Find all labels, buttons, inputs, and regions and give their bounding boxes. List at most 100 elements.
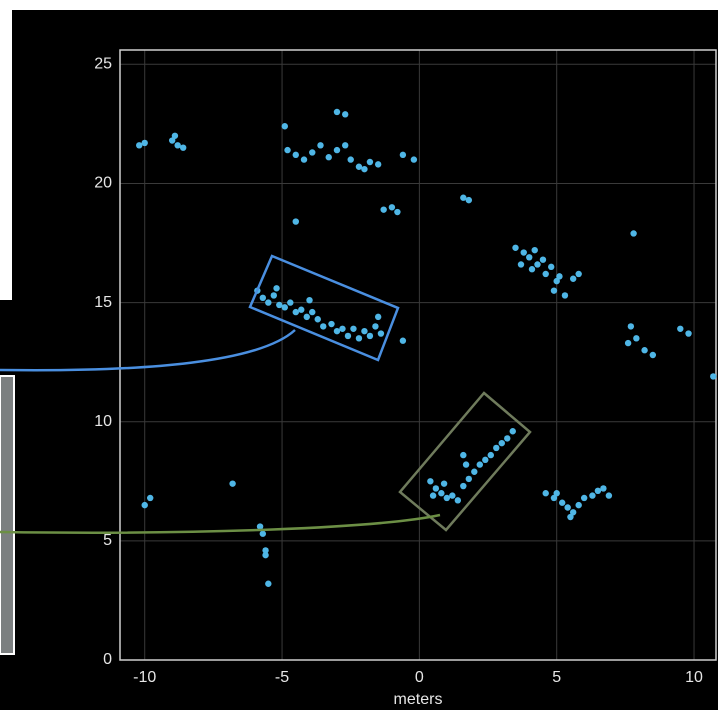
point — [366, 158, 374, 166]
y-tick-label: 25 — [94, 56, 112, 73]
point — [487, 451, 494, 459]
y-tick-label: 20 — [94, 175, 112, 192]
point — [328, 320, 335, 328]
point — [259, 294, 267, 302]
point — [168, 137, 176, 144]
point — [281, 304, 288, 311]
point — [292, 218, 299, 225]
point — [449, 492, 456, 499]
y-tick-label: 10 — [94, 413, 112, 430]
point — [460, 194, 467, 201]
point — [509, 428, 516, 435]
point — [262, 551, 269, 559]
point — [344, 332, 352, 340]
point — [454, 497, 462, 504]
point — [600, 485, 607, 492]
point — [641, 347, 648, 354]
point — [141, 501, 148, 509]
point — [141, 139, 148, 147]
point — [526, 254, 533, 261]
point — [292, 308, 299, 316]
points — [136, 108, 717, 587]
point — [325, 154, 332, 161]
point — [347, 156, 354, 163]
point — [374, 313, 382, 321]
point — [333, 327, 341, 335]
point — [410, 156, 418, 163]
point — [564, 504, 571, 511]
point — [298, 306, 305, 313]
point — [171, 132, 179, 139]
blue-callout — [0, 329, 296, 372]
photo-inset — [0, 375, 15, 655]
point — [517, 261, 525, 268]
point — [273, 285, 280, 292]
y-tick-label: 0 — [103, 651, 112, 668]
point — [317, 142, 324, 149]
x-tick-label: 5 — [552, 669, 561, 686]
point — [677, 325, 684, 332]
point — [569, 509, 577, 516]
point — [366, 332, 374, 340]
point — [339, 325, 346, 332]
x-tick-label: -5 — [275, 669, 289, 686]
point — [342, 111, 349, 118]
point — [229, 480, 236, 487]
point — [504, 435, 511, 442]
point — [575, 270, 582, 278]
point — [380, 206, 387, 213]
point — [320, 323, 327, 330]
point — [256, 523, 264, 530]
point — [399, 151, 407, 159]
point — [300, 156, 308, 163]
x-tick-label: -10 — [133, 669, 156, 686]
point — [556, 273, 563, 280]
point — [262, 547, 269, 554]
point — [460, 451, 467, 459]
point — [605, 492, 613, 499]
point — [633, 335, 640, 342]
point — [179, 144, 187, 151]
point — [520, 249, 527, 256]
point — [542, 270, 549, 278]
point — [270, 292, 278, 299]
point — [567, 513, 574, 521]
point — [589, 492, 596, 499]
point — [265, 580, 272, 587]
point — [281, 123, 288, 130]
point — [624, 339, 632, 347]
point — [482, 456, 489, 464]
point — [580, 494, 588, 502]
point — [465, 196, 473, 204]
point — [333, 108, 341, 116]
point — [342, 142, 349, 149]
point — [649, 351, 657, 359]
point — [309, 149, 316, 156]
point — [627, 323, 635, 330]
point — [374, 161, 382, 168]
point — [265, 299, 272, 306]
point — [493, 444, 500, 452]
point — [710, 373, 717, 380]
x-tick-label: 0 — [415, 669, 424, 686]
point — [429, 492, 437, 499]
point — [550, 287, 558, 294]
y-tick-label: 15 — [94, 294, 112, 311]
x-axis-label: meters — [394, 691, 443, 708]
point — [306, 296, 313, 304]
point — [528, 266, 536, 273]
axes-frame — [119, 49, 717, 661]
point — [462, 461, 470, 468]
point — [471, 468, 478, 475]
point — [460, 482, 467, 490]
point — [147, 494, 154, 502]
point — [350, 325, 357, 332]
green-box — [398, 391, 532, 532]
x-tick-label: 10 — [685, 669, 703, 686]
point — [394, 208, 401, 216]
blue-box — [248, 254, 400, 362]
point — [292, 151, 299, 159]
point — [630, 230, 637, 237]
